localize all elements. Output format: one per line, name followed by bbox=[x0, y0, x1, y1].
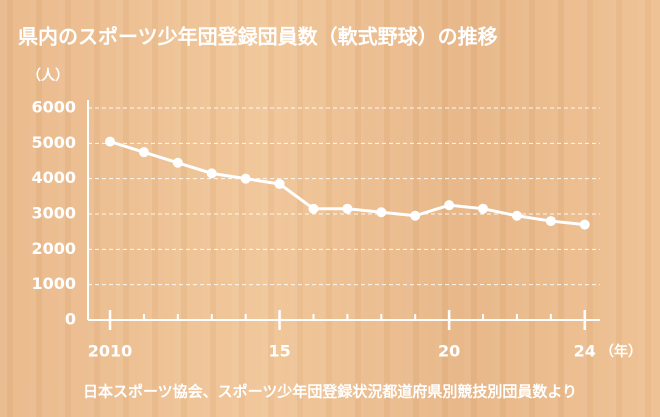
data-point bbox=[545, 216, 556, 227]
x-tick-label: 20 bbox=[438, 342, 460, 361]
data-point bbox=[308, 203, 319, 214]
data-point bbox=[274, 178, 285, 189]
x-tick-label: 15 bbox=[268, 342, 290, 361]
data-point bbox=[478, 203, 489, 214]
data-point bbox=[579, 219, 590, 230]
y-axis-label: （人） bbox=[27, 67, 69, 84]
data-point bbox=[410, 210, 421, 221]
data-point bbox=[342, 203, 353, 214]
chart-title: 県内のスポーツ少年団登録団員数（軟式野球）の推移 bbox=[18, 25, 498, 49]
x-tick-label: 24 bbox=[574, 342, 596, 361]
data-point bbox=[105, 136, 116, 147]
y-tick-label: 5000 bbox=[31, 133, 76, 152]
x-tick-label: 2010 bbox=[88, 342, 133, 361]
data-point bbox=[376, 207, 387, 218]
data-point bbox=[240, 173, 251, 184]
data-point bbox=[444, 200, 455, 211]
y-tick-label: 1000 bbox=[31, 274, 76, 293]
data-point bbox=[511, 210, 522, 221]
y-tick-label: 6000 bbox=[31, 98, 76, 117]
y-tick-label: 4000 bbox=[31, 168, 76, 187]
y-tick-label: 2000 bbox=[31, 239, 76, 258]
data-point bbox=[138, 147, 149, 158]
y-tick-label: 0 bbox=[65, 310, 76, 329]
y-tick-label: 3000 bbox=[31, 204, 76, 223]
source-note: 日本スポーツ協会、スポーツ少年団登録状況都道府県別競技別団員数より bbox=[83, 383, 577, 401]
data-point bbox=[206, 168, 217, 179]
data-point bbox=[172, 157, 183, 168]
x-axis-label: （年） bbox=[600, 343, 642, 360]
